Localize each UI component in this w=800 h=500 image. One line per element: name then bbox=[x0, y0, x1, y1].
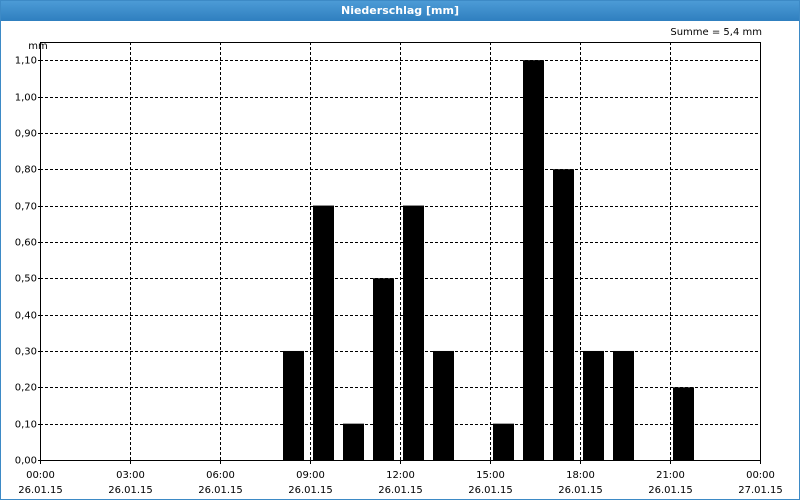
bar bbox=[283, 350, 304, 460]
x-tick-date: 26.01.15 bbox=[558, 485, 603, 496]
y-axis-label: mm bbox=[28, 41, 47, 52]
x-tick-label: 18:00 bbox=[566, 470, 595, 481]
y-tick-label: 0,40 bbox=[15, 311, 37, 322]
x-tick-label: 03:00 bbox=[116, 470, 145, 481]
x-tick-date: 26.01.15 bbox=[378, 485, 423, 496]
bar bbox=[553, 169, 574, 460]
x-tick-label: 00:00 bbox=[746, 470, 775, 481]
bar bbox=[583, 350, 604, 460]
title-bar: Niederschlag [mm] bbox=[1, 1, 799, 21]
x-tick-date: 26.01.15 bbox=[288, 485, 333, 496]
chart: mm Summe = 5,4 mm 0,00 0,10 0,20 0,30 0,40 0,… bbox=[15, 27, 783, 496]
y-tick-label: 1,10 bbox=[15, 56, 37, 67]
x-tick-label: 00:00 bbox=[26, 470, 55, 481]
x-tick-date: 26.01.15 bbox=[648, 485, 693, 496]
y-tick-label: 0,10 bbox=[15, 420, 37, 431]
bar bbox=[673, 387, 694, 460]
bar bbox=[433, 350, 454, 460]
bar bbox=[343, 423, 364, 460]
x-tick-date: 26.01.15 bbox=[108, 485, 153, 496]
x-tick-date: 27.01.15 bbox=[738, 485, 783, 496]
bar bbox=[373, 278, 394, 460]
y-tick-label: 0,60 bbox=[15, 238, 37, 249]
plot-frame bbox=[40, 42, 761, 461]
y-tick-label: 0,20 bbox=[15, 383, 37, 394]
bar bbox=[313, 205, 334, 460]
bar bbox=[493, 423, 514, 460]
x-tick-label: 15:00 bbox=[476, 470, 505, 481]
y-tick-label: 0,80 bbox=[15, 165, 37, 176]
x-tick-date: 26.01.15 bbox=[198, 485, 243, 496]
y-tick-label: 0,50 bbox=[15, 274, 37, 285]
x-tick-label: 21:00 bbox=[656, 470, 685, 481]
y-tick-label: 0,00 bbox=[15, 456, 37, 467]
bar bbox=[613, 350, 634, 460]
y-tick-label: 0,30 bbox=[15, 347, 37, 358]
y-tick-label: 0,70 bbox=[15, 202, 37, 213]
y-tick-label: 0,90 bbox=[15, 129, 37, 140]
annotation: Summe = 5,4 mm bbox=[670, 27, 762, 38]
x-tick-date: 26.01.15 bbox=[18, 485, 63, 496]
bar bbox=[523, 60, 544, 460]
x-tick-label: 06:00 bbox=[206, 470, 235, 481]
bar bbox=[403, 205, 424, 460]
y-tick-label: 1,00 bbox=[15, 93, 37, 104]
x-tick-label: 09:00 bbox=[296, 470, 325, 481]
x-tick-date: 26.01.15 bbox=[468, 485, 513, 496]
x-tick-label: 12:00 bbox=[386, 470, 415, 481]
